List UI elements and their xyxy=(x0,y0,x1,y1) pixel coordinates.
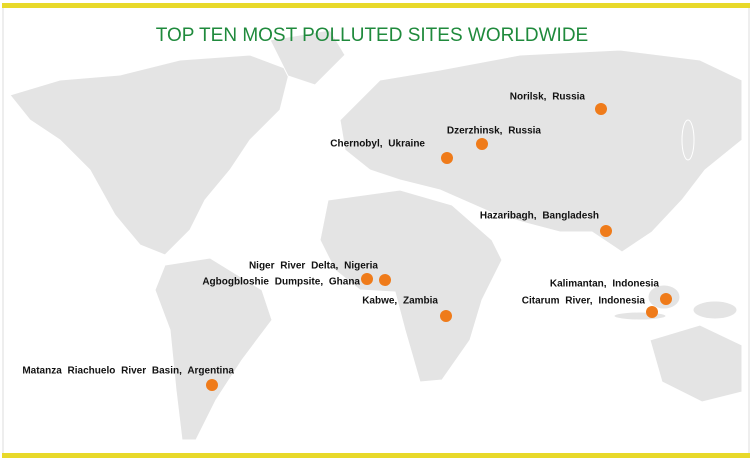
site-marker xyxy=(379,274,391,286)
site-marker xyxy=(361,273,373,285)
site-marker xyxy=(440,310,452,322)
site-marker xyxy=(476,138,488,150)
site-label: Kalimantan, Indonesia xyxy=(550,279,660,290)
site-label: Citarum River, Indonesia xyxy=(522,296,646,307)
title: TOP TEN MOST POLLUTED SITES WORLDWIDE xyxy=(156,25,589,46)
site-marker xyxy=(660,293,672,305)
site-label: Chernobyl, Ukraine xyxy=(330,139,425,150)
site-label: Dzerzhinsk, Russia xyxy=(447,126,542,137)
site-marker xyxy=(646,306,658,318)
site-label: Kabwe, Zambia xyxy=(362,296,438,307)
top-bar xyxy=(2,3,750,8)
world-map xyxy=(9,29,743,441)
bottom-bar xyxy=(2,453,750,458)
site-label: Matanza Riachuelo River Basin, Argentina xyxy=(22,366,234,377)
site-label: Hazaribagh, Bangladesh xyxy=(480,211,599,222)
site-marker xyxy=(206,379,218,391)
site-marker xyxy=(600,225,612,237)
site-label: Norilsk, Russia xyxy=(510,92,586,103)
site-marker xyxy=(595,103,607,115)
site-label: Agbogbloshie Dumpsite, Ghana xyxy=(202,277,360,288)
site-marker xyxy=(441,152,453,164)
site-label: Niger River Delta, Nigeria xyxy=(249,261,378,272)
